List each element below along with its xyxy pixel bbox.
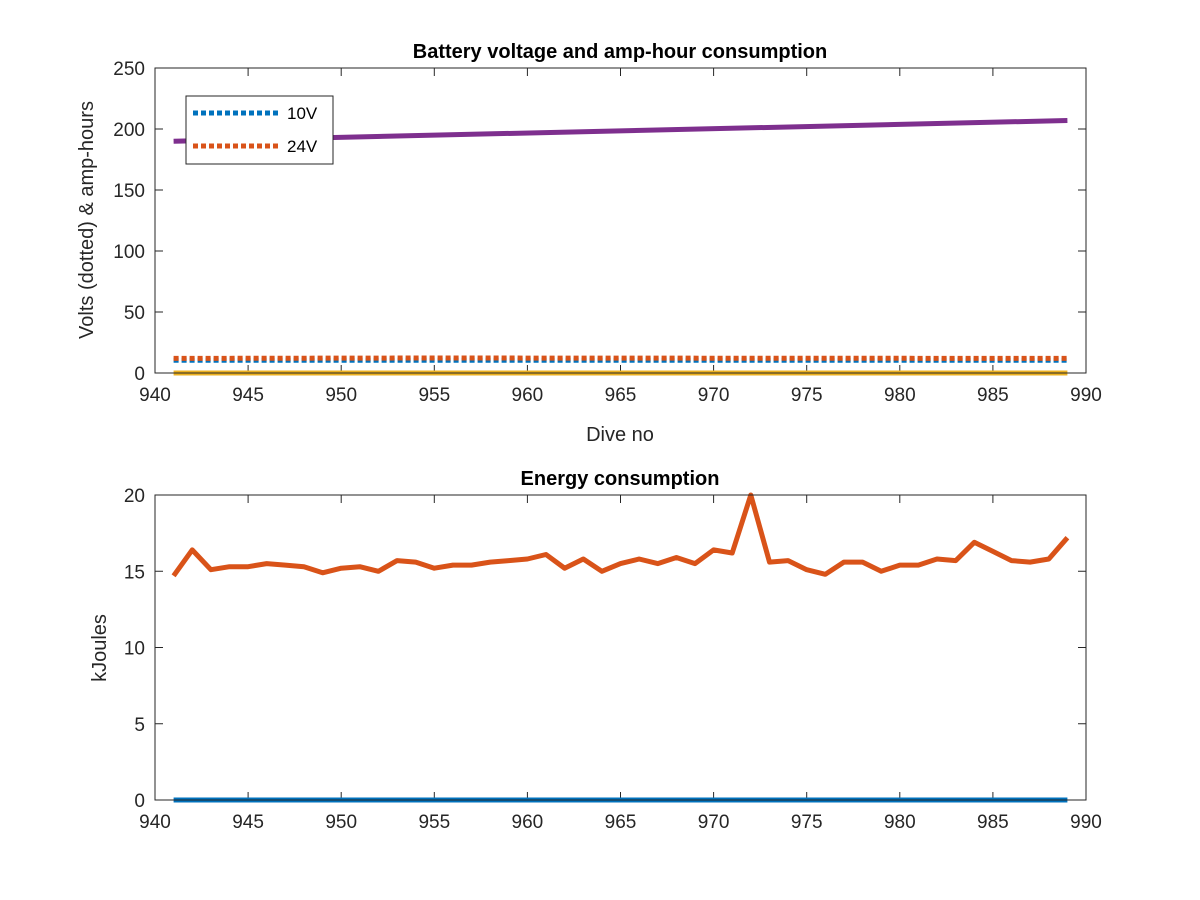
y-axis-title: kJoules (89, 614, 111, 682)
x-tick-label: 980 (884, 385, 916, 406)
x-tick-label: 960 (512, 385, 544, 406)
y-tick-label: 10 (124, 639, 145, 660)
y-tick-label: 250 (113, 59, 145, 80)
x-tick-label: 955 (418, 812, 450, 833)
x-tick-label: 990 (1070, 385, 1102, 406)
y-axis-title: Volts (dotted) & amp-hours (76, 101, 98, 339)
x-tick-label: 955 (418, 385, 450, 406)
x-tick-label: 975 (791, 812, 823, 833)
x-tick-label: 960 (512, 812, 544, 833)
voltage-amphour-chart: Battery voltage and amp-hour consumption… (76, 41, 1102, 446)
legend-label-10v: 10V (287, 104, 318, 123)
y-tick-label: 15 (124, 562, 145, 583)
chart-title: Battery voltage and amp-hour consumption (413, 41, 827, 63)
x-tick-label: 965 (605, 385, 637, 406)
x-tick-label: 945 (232, 812, 264, 833)
legend: 10V 24V (185, 95, 334, 165)
ticks-layer: 940 945 950 955 960 965 970 975 980 985 990 0 5 10 15 2… (124, 486, 1102, 833)
y-tick-label: 150 (113, 181, 145, 202)
x-axis-title: Dive no (586, 424, 654, 446)
x-tick-label: 980 (884, 812, 916, 833)
legend-box (185, 95, 334, 165)
y-tick-label: 200 (113, 120, 145, 141)
energy-consumption-chart: Energy consumption 940 945 950 955 960 965 970… (89, 468, 1102, 833)
x-tick-label: 985 (977, 385, 1009, 406)
y-tick-label: 0 (134, 791, 145, 812)
y-tick-label: 0 (134, 364, 145, 385)
x-tick-label: 990 (1070, 812, 1102, 833)
series-line-1 (171, 492, 1070, 578)
y-tick-label: 5 (134, 715, 145, 736)
x-tick-label: 945 (232, 385, 264, 406)
x-tick-label: 950 (325, 385, 357, 406)
plot-area-frame (154, 494, 1087, 801)
x-tick-label: 970 (698, 385, 730, 406)
chart-title: Energy consumption (521, 468, 720, 490)
x-tick-label: 940 (139, 385, 171, 406)
y-tick-label: 100 (113, 242, 145, 263)
y-tick-label: 20 (124, 486, 145, 507)
ticks-layer: 940 945 950 955 960 965 970 975 980 985 990 0 50 100 1… (113, 59, 1102, 406)
x-tick-label: 985 (977, 812, 1009, 833)
x-tick-label: 965 (605, 812, 637, 833)
x-tick-label: 975 (791, 385, 823, 406)
y-tick-label: 50 (124, 303, 145, 324)
plot-area-frame (154, 67, 1087, 374)
x-tick-label: 970 (698, 812, 730, 833)
x-tick-label: 950 (325, 812, 357, 833)
x-tick-label: 940 (139, 812, 171, 833)
legend-label-24v: 24V (287, 137, 318, 156)
